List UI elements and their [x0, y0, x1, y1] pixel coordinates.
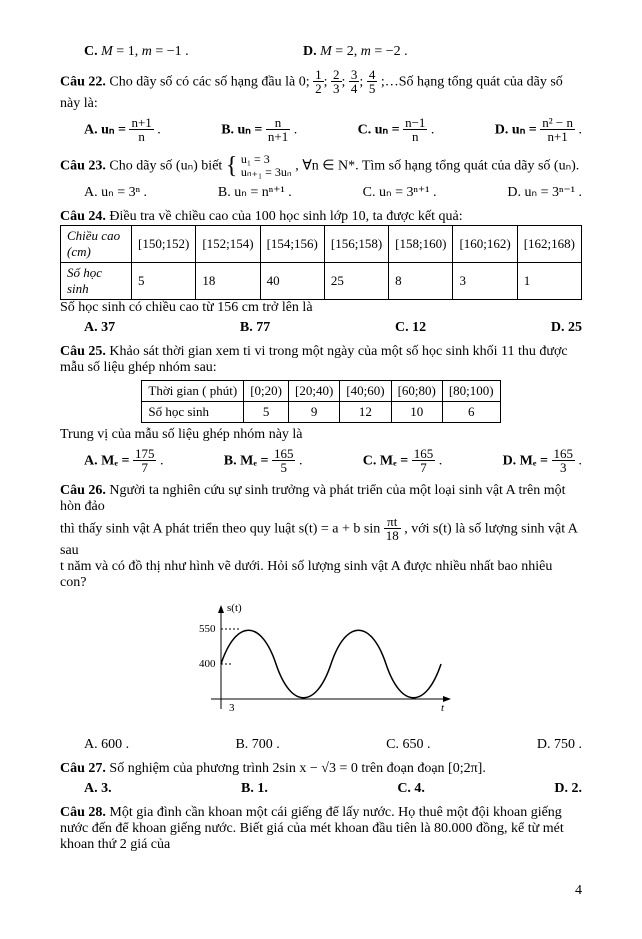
q25-options: A. Mₑ = 1757 . B. Mₑ = 1655 . C. Mₑ = 16… [84, 447, 582, 475]
opt-d: D. M = 2, m = −2 . [303, 44, 408, 60]
q27: Câu 27. Số nghiệm của phương trình 2sin … [60, 761, 582, 777]
q25-text2: Trung vị của mẫu số liệu ghép nhóm này l… [60, 427, 582, 443]
q26-line3: t năm và có đồ thị như hình vẽ dưới. Hỏi… [60, 559, 582, 591]
q22-a: A. uₙ = n+1n . [84, 116, 161, 144]
q24-options: A. 37 B. 77 C. 12 D. 25 [84, 320, 582, 336]
q24-row2-label: Số học sinh [61, 262, 132, 299]
q22-text-pre: Cho dãy số có các số hạng đầu là 0; [109, 74, 309, 89]
q23-b: B. uₙ = nⁿ⁺¹ . [218, 184, 292, 201]
q26-a: A. 600 . [84, 737, 129, 753]
svg-text:400: 400 [199, 658, 216, 670]
svg-text:3: 3 [229, 702, 235, 714]
q26-options: A. 600 . B. 700 . C. 650 . D. 750 . [84, 737, 582, 753]
q23-d: D. uₙ = 3ⁿ⁻¹ . [507, 184, 582, 201]
sine-chart: s(t) 550 400 3 t [181, 599, 461, 729]
svg-text:550: 550 [199, 623, 216, 635]
q26-d: D. 750 . [537, 737, 582, 753]
page-number: 4 [60, 883, 582, 899]
q26-b: B. 700 . [235, 737, 279, 753]
q22-c: C. uₙ = n−1n . [358, 116, 435, 144]
q22: Câu 22. Cho dãy số có các số hạng đầu là… [60, 68, 582, 112]
svg-text:t: t [441, 702, 445, 714]
svg-text:s(t): s(t) [227, 602, 242, 614]
opt-c: C. M = 1, m = −1 . [84, 44, 189, 60]
q23-c: C. uₙ = 3ⁿ⁺¹ . [363, 184, 437, 201]
q22-b: B. uₙ = nn+1 . [221, 116, 297, 144]
q26: Câu 26. Người ta nghiên cứu sự sinh trưở… [60, 483, 582, 515]
q25: Câu 25. Khảo sát thời gian xem ti vi tro… [60, 344, 582, 376]
q24-row1-label: Chiều cao (cm) [61, 225, 132, 262]
q28: Câu 28. Một gia đình cần khoan một cái g… [60, 805, 582, 853]
q24-note: Số học sinh có chiều cao từ 156 cm trở l… [60, 300, 582, 316]
q26-c: C. 650 . [386, 737, 430, 753]
q25-d: D. Mₑ = 1653 . [503, 447, 582, 475]
q23-options: A. uₙ = 3ⁿ . B. uₙ = nⁿ⁺¹ . C. uₙ = 3ⁿ⁺¹… [84, 184, 582, 201]
q22-label: Câu 22. [60, 74, 106, 89]
q26-line2: thì thấy sinh vật A phát triển theo quy … [60, 515, 582, 559]
q25-table: Thời gian ( phút) [0;20) [20;40) [40;60)… [141, 380, 500, 423]
q22-d: D. uₙ = n² − nn+1 . [495, 116, 582, 144]
q25-b: B. Mₑ = 1655 . [224, 447, 303, 475]
q25-c: C. Mₑ = 1657 . [363, 447, 442, 475]
q24-table: Chiều cao (cm) [150;152) [152;154) [154;… [60, 225, 582, 300]
q24: Câu 24. Điều tra về chiều cao của 100 họ… [60, 209, 582, 225]
q25-a: A. Mₑ = 1757 . [84, 447, 163, 475]
q27-options: A. 3. B. 1. C. 4. D. 2. [84, 781, 582, 797]
q23: Câu 23. Cho dãy số (uₙ) biết { u₁ = 3 uₙ… [60, 153, 582, 180]
q23-label: Câu 23. [60, 158, 106, 173]
q22-options: A. uₙ = n+1n . B. uₙ = nn+1 . C. uₙ = n−… [84, 116, 582, 144]
q23-a: A. uₙ = 3ⁿ . [84, 184, 147, 201]
q21-options-cd: C. M = 1, m = −1 . D. M = 2, m = −2 . [84, 44, 582, 60]
